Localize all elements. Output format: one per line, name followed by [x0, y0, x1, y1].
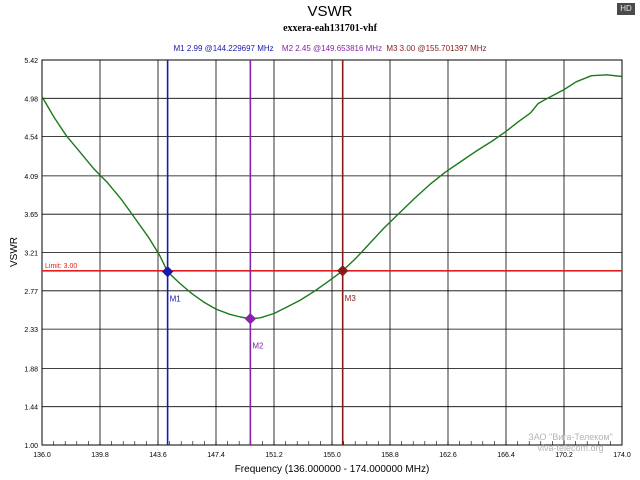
vswr-curve: [41, 74, 623, 320]
marker-label-m1: M1: [170, 295, 182, 304]
x-tick-label: 155.0: [323, 452, 341, 459]
marker-label-m3: M3: [345, 294, 357, 303]
chart-title: VSWR: [308, 3, 353, 20]
watermark: ЗАО "Вига-Телеком" viva-telecom.org: [508, 432, 633, 454]
grid: [41, 59, 623, 446]
x-tick-label: 139.8: [91, 452, 109, 459]
marker-point-m2: [244, 313, 256, 325]
y-tick-label: 2.33: [24, 327, 38, 334]
x-tick-label: 158.8: [381, 452, 399, 459]
x-tick-label: 166.4: [497, 452, 515, 459]
y-tick-label: 4.09: [24, 174, 38, 181]
y-axis-label: VSWR: [9, 237, 20, 267]
marker-readout-m3: M3 3.00 @155.701397 MHz: [386, 44, 486, 53]
watermark-company: ЗАО "Вига-Телеком": [528, 432, 613, 442]
x-tick-label: 136.0: [33, 452, 51, 459]
marker-readout-m1: M1 2.99 @144.229697 MHz: [173, 44, 273, 53]
series-group: [41, 74, 623, 320]
x-axis-label: Frequency (136.000000 - 174.000000 MHz): [235, 464, 430, 475]
marker-readout-m2: M2 2.45 @149.653816 MHz: [282, 44, 382, 53]
y-tick-label: 3.65: [24, 212, 38, 219]
x-tick-labels: 136.0 139.8 143.6 147.4 151.2 155.0 158.8 162.6…: [33, 452, 631, 459]
marker-point-m3: [337, 265, 349, 277]
limit-label: Limit: 3.00: [45, 263, 77, 270]
x-tick-label: 143.6: [149, 452, 167, 459]
y-tick-labels: 5.42 4.98 4.54 4.09 3.65 3.21 2.77 2.33 1.88 1.44…: [24, 58, 38, 450]
x-tick-label: 151.2: [265, 452, 283, 459]
y-tick-label: 1.00: [24, 443, 38, 450]
y-tick-label: 1.88: [24, 366, 38, 373]
y-tick-label: 5.42: [24, 58, 38, 65]
hd-badge: HD: [617, 3, 635, 15]
y-tick-label: 1.44: [24, 405, 38, 412]
x-tick-label: 170.2: [555, 452, 573, 459]
watermark-site: viva-telecom.org: [537, 443, 604, 453]
y-tick-label: 2.77: [24, 289, 38, 296]
markers-group: M1 M2 M3: [161, 60, 357, 445]
marker-label-m2: M2: [252, 342, 264, 351]
y-tick-label: 4.98: [24, 96, 38, 103]
y-tick-label: 3.21: [24, 251, 38, 258]
chart-subtitle: exxera-eah131701-vhf: [283, 23, 378, 34]
x-tick-label: 162.6: [439, 452, 457, 459]
y-tick-label: 4.54: [24, 135, 38, 142]
marker-point-m1: [161, 266, 174, 278]
x-tick-label: 174.0: [613, 452, 631, 459]
marker-readout: M1 2.99 @144.229697 MHz M2 2.45 @149.653…: [173, 44, 486, 53]
x-tick-label: 147.4: [207, 452, 225, 459]
limit-line-group: Limit: 3.00: [42, 263, 622, 272]
